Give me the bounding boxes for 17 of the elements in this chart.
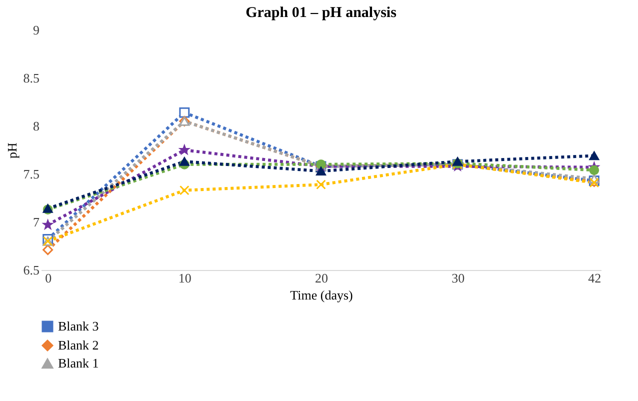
y-tick-label: 9 <box>33 22 40 38</box>
x-tick-label: 42 <box>588 270 602 286</box>
x-tick-label: 0 <box>45 270 52 286</box>
y-tick-label: 8 <box>33 118 40 134</box>
chart-title: Graph 01 – pH analysis <box>246 5 397 21</box>
x-tick-label: 30 <box>452 270 465 286</box>
x-tick-label: 20 <box>315 270 328 286</box>
x-tick-label: 10 <box>178 270 192 286</box>
y-tick-label: 6.5 <box>23 262 40 278</box>
legend-label: Blank 1 <box>58 356 99 370</box>
legend-label: Blank 3 <box>58 318 99 334</box>
legend-label: Blank 2 <box>58 338 99 352</box>
x-axis-title: Time (days) <box>290 288 353 302</box>
y-tick-label: 7.5 <box>23 166 40 182</box>
y-tick-label: 8.5 <box>23 70 40 86</box>
y-axis-title: pH <box>4 142 20 158</box>
y-tick-label: 7 <box>33 214 40 230</box>
